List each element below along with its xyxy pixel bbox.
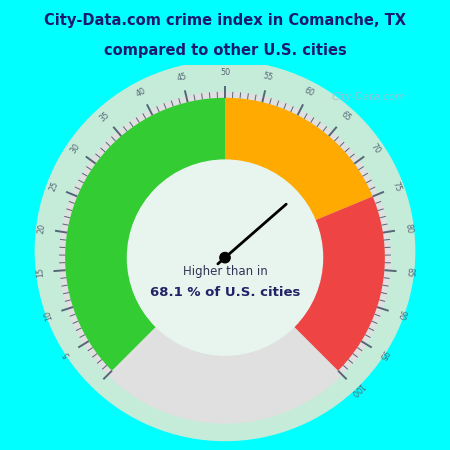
Ellipse shape: [36, 61, 414, 441]
Text: compared to other U.S. cities: compared to other U.S. cities: [104, 43, 346, 58]
Text: 85: 85: [405, 267, 415, 278]
Circle shape: [220, 252, 230, 263]
Text: 30: 30: [68, 142, 81, 155]
Text: 90: 90: [396, 309, 407, 321]
Text: 50: 50: [220, 68, 230, 76]
Text: 55: 55: [262, 72, 274, 83]
Text: 100: 100: [348, 380, 365, 397]
Text: City-Data.com crime index in Comanche, TX: City-Data.com crime index in Comanche, T…: [44, 14, 406, 28]
Circle shape: [60, 92, 390, 423]
Polygon shape: [294, 197, 385, 371]
Text: 70: 70: [369, 142, 382, 155]
Text: 25: 25: [47, 180, 60, 193]
Circle shape: [127, 160, 323, 355]
Text: 10: 10: [43, 309, 54, 321]
Text: 80: 80: [403, 223, 414, 234]
Text: 40: 40: [134, 86, 147, 99]
Polygon shape: [65, 98, 225, 371]
Text: City-Data.com: City-Data.com: [332, 92, 406, 102]
Text: 65: 65: [339, 110, 352, 123]
Text: 60: 60: [303, 86, 316, 99]
Text: 15: 15: [35, 267, 45, 278]
Text: Higher than in: Higher than in: [183, 265, 267, 278]
Text: 35: 35: [98, 110, 111, 123]
Text: 5: 5: [62, 350, 72, 359]
Text: 45: 45: [176, 72, 188, 83]
Text: 95: 95: [377, 348, 390, 361]
Text: 68.1 % of U.S. cities: 68.1 % of U.S. cities: [150, 286, 300, 299]
Polygon shape: [225, 98, 373, 220]
Text: 20: 20: [36, 223, 47, 234]
Text: 75: 75: [390, 180, 403, 193]
